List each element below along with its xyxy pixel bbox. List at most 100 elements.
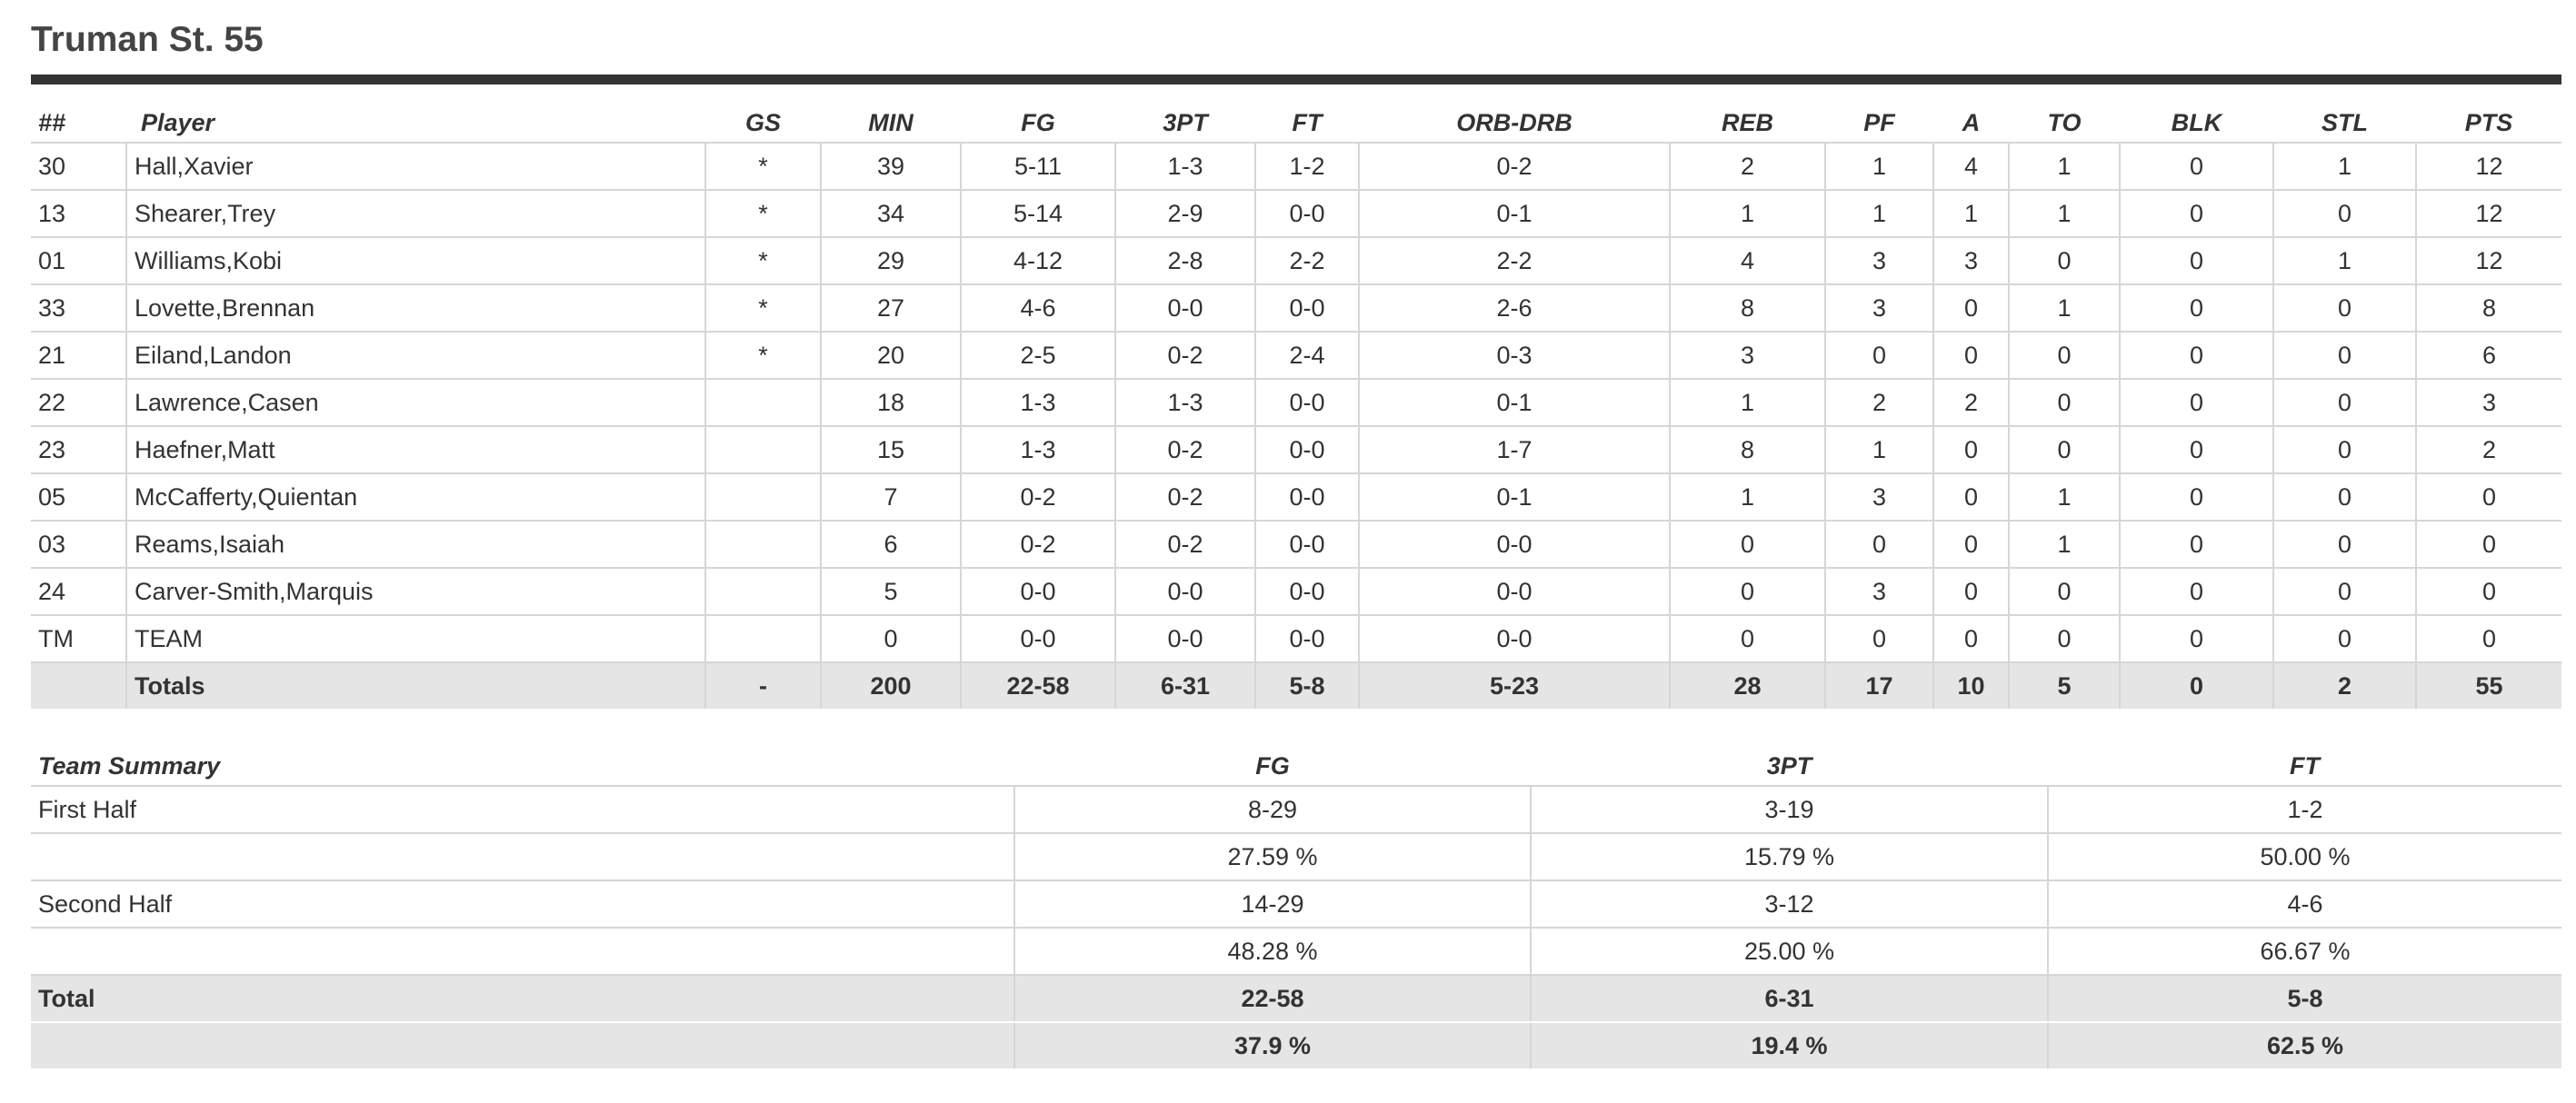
stat-cell: 0 <box>2272 473 2416 522</box>
stat-cell: 0-0 <box>1254 190 1359 238</box>
stat-cell: 2-9 <box>1114 190 1255 238</box>
stat-cell: 0 <box>2119 615 2273 663</box>
summary-percentage: 62.5 % <box>2047 1022 2561 1070</box>
stat-cell: 4-12 <box>960 237 1115 285</box>
summary-made-attempted: 5-8 <box>2047 975 2561 1023</box>
stat-cell: 21 <box>31 332 126 380</box>
player-name: Carver-Smith,Marquis <box>125 568 705 616</box>
team-title: Truman St. 55 <box>31 16 2561 84</box>
stat-cell: 0 <box>2008 332 2120 380</box>
summary-period-label: First Half <box>31 786 1014 834</box>
summary-made-attempted: 3-19 <box>1530 786 2048 834</box>
stat-cell: 1 <box>1669 379 1825 427</box>
summary-percentage: 48.28 % <box>1013 928 1531 976</box>
stat-cell: 1 <box>2008 284 2120 333</box>
summary-row: Total 22-58 6-31 5-8 <box>31 975 2561 1023</box>
summary-percentage: 66.67 % <box>2047 928 2561 976</box>
stat-cell: 0 <box>2119 190 2273 238</box>
stat-cell: 7 <box>820 473 961 522</box>
stat-cell: 5 <box>820 568 961 616</box>
player-name: Shearer,Trey <box>125 190 705 238</box>
totals-cell: 55 <box>2415 662 2561 709</box>
stat-cell: 0 <box>2272 284 2416 333</box>
stat-cell: 0 <box>1669 521 1825 569</box>
player-row: 22 Lawrence,Casen 18 1-3 1-3 0-0 0-1 1 2 2 0 0 0 3 <box>31 379 2561 427</box>
summary-percentage: 25.00 % <box>1530 928 2048 976</box>
totals-row: Totals -200 22-58 6-31 5-8 5-23 28 17 10 5 0 2 55 <box>31 662 2561 709</box>
summary-percentage: 27.59 % <box>1013 833 1531 881</box>
stat-cell: 0 <box>2119 237 2273 285</box>
summary-row: 48.28 % 25.00 % 66.67 % <box>31 928 2561 976</box>
summary-made-attempted: 22-58 <box>1013 975 1531 1023</box>
stat-cell <box>704 426 821 474</box>
player-name: Haefner,Matt <box>125 426 705 474</box>
stat-cell: 0 <box>1669 615 1825 663</box>
stat-cell: 12 <box>2415 237 2561 285</box>
stat-cell: 3 <box>2415 379 2561 427</box>
totals-cell: 5-8 <box>1254 662 1359 709</box>
column-header: BLK <box>2120 104 2273 144</box>
totals-cell: 22-58 <box>960 662 1115 709</box>
team-summary-header-row: Team Summary FG 3PT FT <box>31 747 2561 787</box>
stat-cell: 0 <box>2008 426 2120 474</box>
player-row: 33 Lovette,Brennan * 27 4-6 0-0 0-0 2-6 8 3 0 1 0 0 8 <box>31 284 2561 333</box>
stat-cell: 8 <box>1669 426 1825 474</box>
stat-cell: 2 <box>1669 143 1825 191</box>
stat-cell: 0-0 <box>1254 615 1359 663</box>
stat-cell: * <box>704 190 821 238</box>
summary-row: 27.59 % 15.79 % 50.00 % <box>31 833 2561 881</box>
summary-column-header: 3PT <box>1531 747 2048 787</box>
stat-cell: 2 <box>1932 379 2009 427</box>
totals-cell: 28 <box>1669 662 1825 709</box>
stat-cell: 0 <box>1932 284 2009 333</box>
totals-cell: 10 <box>1932 662 2009 709</box>
player-row: 03 Reams,Isaiah 6 0-2 0-2 0-0 0-0 0 0 0 1 0 0 0 <box>31 521 2561 569</box>
stat-cell: 2 <box>2415 426 2561 474</box>
totals-cell: - <box>704 662 821 709</box>
stat-cell: 0 <box>2272 332 2416 380</box>
player-name: Hall,Xavier <box>125 143 705 191</box>
summary-column-header: Team Summary <box>31 747 1014 787</box>
stat-cell: 0-2 <box>960 473 1115 522</box>
stat-cell: 27 <box>820 284 961 333</box>
stat-cell: 5-11 <box>960 143 1115 191</box>
column-header: Player <box>126 104 705 144</box>
stat-cell: 2-6 <box>1358 284 1670 333</box>
player-name: Lovette,Brennan <box>125 284 705 333</box>
stat-cell: 0 <box>1824 332 1933 380</box>
stat-cell: 0-2 <box>1114 426 1255 474</box>
stat-cell: 0-3 <box>1358 332 1670 380</box>
stat-cell: 0 <box>1932 426 2009 474</box>
stat-cell: 0-1 <box>1358 190 1670 238</box>
summary-period-label <box>31 833 1014 881</box>
totals-cell <box>31 662 126 709</box>
stat-cell: 03 <box>31 521 126 569</box>
stat-cell: 0-1 <box>1358 473 1670 522</box>
player-row: 24 Carver-Smith,Marquis 5 0-0 0-0 0-0 0-0 0 3 0 0 0… <box>31 568 2561 616</box>
stat-cell: TM <box>31 615 126 663</box>
stat-cell: 0 <box>1932 615 2009 663</box>
stat-cell: 0-0 <box>1114 568 1255 616</box>
stat-cell: 0-0 <box>1254 568 1359 616</box>
player-row: 05 McCafferty,Quientan 7 0-2 0-2 0-0 0-1 1 3 0 1 0 0… <box>31 473 2561 522</box>
summary-made-attempted: 14-29 <box>1013 880 1531 929</box>
stat-cell: 0-2 <box>1114 521 1255 569</box>
player-row: 23 Haefner,Matt 15 1-3 0-2 0-0 1-7 8 1 0 0 0 0 2 <box>31 426 2561 474</box>
column-header: MIN <box>821 104 961 144</box>
column-header: PF <box>1825 104 1933 144</box>
stat-cell: 0-0 <box>1254 284 1359 333</box>
stat-cell: 0 <box>2008 615 2120 663</box>
column-header: STL <box>2273 104 2416 144</box>
stat-cell: 12 <box>2415 190 2561 238</box>
player-name: Reams,Isaiah <box>125 521 705 569</box>
player-row: 01 Williams,Kobi * 29 4-12 2-8 2-2 2-2 4 3 3 0 0 1 12 <box>31 237 2561 285</box>
stat-cell: 33 <box>31 284 126 333</box>
stat-cell: 0 <box>2415 568 2561 616</box>
stat-cell: 0 <box>2119 143 2273 191</box>
stat-cell: 2-5 <box>960 332 1115 380</box>
stat-cell: * <box>704 284 821 333</box>
stat-cell: 0 <box>1824 615 1933 663</box>
column-header: FG <box>961 104 1115 144</box>
box-score-table: ## Player GS MIN FG 3PT FT ORB-DRB REB PF A TO BLK ST… <box>31 104 2561 709</box>
player-name: Lawrence,Casen <box>125 379 705 427</box>
